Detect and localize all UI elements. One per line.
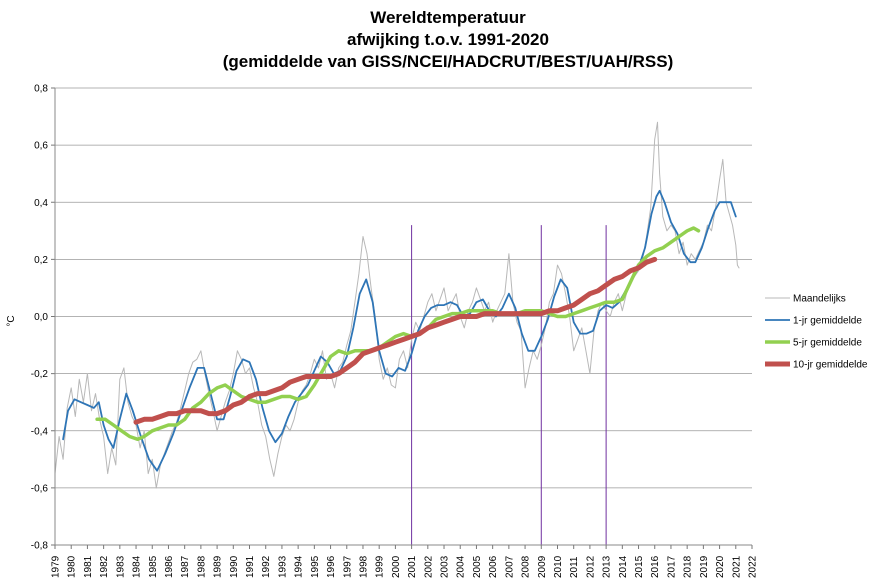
x-tick-label: 2014 <box>618 555 629 578</box>
chart-title-line-1: Wereldtemperatuur <box>370 8 526 27</box>
x-tick-label: 1981 <box>83 555 94 578</box>
legend-label: 5-jr gemiddelde <box>793 338 862 349</box>
legend: Maandelijks 1-jr gemiddelde 5-jr gemiddeld… <box>765 294 868 371</box>
x-tick-label: 1995 <box>310 555 321 578</box>
chart-title-line-3: (gemiddelde van GISS/NCEI/HADCRUT/BEST/U… <box>223 52 674 71</box>
x-tick-label: 2013 <box>602 555 613 578</box>
series-line <box>95 226 701 442</box>
x-tick-label: 2022 <box>748 555 759 578</box>
x-tick-label: 1997 <box>342 555 353 578</box>
series-line <box>54 121 740 489</box>
x-tick-label: 2010 <box>553 555 564 578</box>
marker-lines <box>411 225 607 545</box>
y-tick-label: 0,0 <box>34 312 48 323</box>
y-tick-label: 0,8 <box>34 84 48 95</box>
y-tick-label: -0,4 <box>31 426 49 437</box>
x-tick-label: 1985 <box>148 555 159 578</box>
x-tick-label: 1994 <box>294 555 305 578</box>
series-line <box>62 189 737 472</box>
x-tick-label: 1998 <box>358 555 369 578</box>
y-tick-labels: -0,8 -0,6 -0,4 -0,2 0,0 0,2 0,4 0,6 0,8 <box>31 84 49 552</box>
y-tick-label: 0,4 <box>34 198 48 209</box>
x-tick-label: 2015 <box>634 555 645 578</box>
axes <box>54 88 753 549</box>
x-tick-label: 1979 <box>51 555 62 578</box>
x-tick-label: 2002 <box>423 555 434 578</box>
x-tick-label: 2006 <box>488 555 499 578</box>
x-tick-label: 2008 <box>521 555 532 578</box>
x-tick-label: 2020 <box>715 555 726 578</box>
x-tick-label: 1988 <box>196 555 207 578</box>
x-tick-label: 2004 <box>456 555 467 578</box>
x-tick-label: 2005 <box>472 555 483 578</box>
legend-label: Maandelijks <box>793 294 846 305</box>
legend-label: 1-jr gemiddelde <box>793 316 862 327</box>
y-tick-label: -0,6 <box>31 483 49 494</box>
x-tick-label: 1996 <box>326 555 337 578</box>
y-tick-label: 0,6 <box>34 141 48 152</box>
x-tick-label: 1982 <box>99 555 110 578</box>
x-tick-label: 1980 <box>67 555 78 578</box>
x-tick-label: 1992 <box>261 555 272 578</box>
x-tick-label: 2003 <box>440 555 451 578</box>
x-tick-label: 2018 <box>683 555 694 578</box>
x-tick-label: 1983 <box>115 555 126 578</box>
x-tick-label: 2012 <box>585 555 596 578</box>
series-lines <box>54 121 740 489</box>
x-tick-labels: 1979 1980 1981 1982 1983 1984 1985 1986 1987 1988… <box>51 555 759 578</box>
x-tick-label: 2021 <box>731 555 742 578</box>
x-tick-label: 2017 <box>666 555 677 578</box>
x-tick-label: 2000 <box>391 555 402 578</box>
chart-title-line-2: afwijking t.o.v. 1991-2020 <box>347 30 549 49</box>
x-tick-label: 2001 <box>407 555 418 578</box>
x-tick-label: 1987 <box>180 555 191 578</box>
x-tick-label: 2016 <box>650 555 661 578</box>
series-line <box>133 256 658 425</box>
y-axis-label: °C <box>6 315 17 326</box>
gridlines <box>51 87 752 546</box>
y-tick-label: -0,2 <box>31 369 49 380</box>
x-tick-label: 2011 <box>569 556 580 578</box>
x-tick-label: 2007 <box>504 555 515 578</box>
legend-label: 10-jr gemiddelde <box>793 360 868 371</box>
x-tick-label: 1989 <box>213 555 224 578</box>
x-tick-label: 1993 <box>277 555 288 578</box>
x-tick-label: 1990 <box>229 555 240 578</box>
x-tick-label: 2009 <box>537 555 548 578</box>
x-tick-label: 1986 <box>164 555 175 578</box>
x-tick-label: 1999 <box>375 555 386 578</box>
x-tick-label: 1984 <box>132 555 143 578</box>
x-tick-label: 2019 <box>699 555 710 578</box>
y-tick-label: 0,2 <box>34 255 48 266</box>
y-tick-label: -0,8 <box>31 541 49 552</box>
x-tick-label: 1991 <box>245 555 256 578</box>
